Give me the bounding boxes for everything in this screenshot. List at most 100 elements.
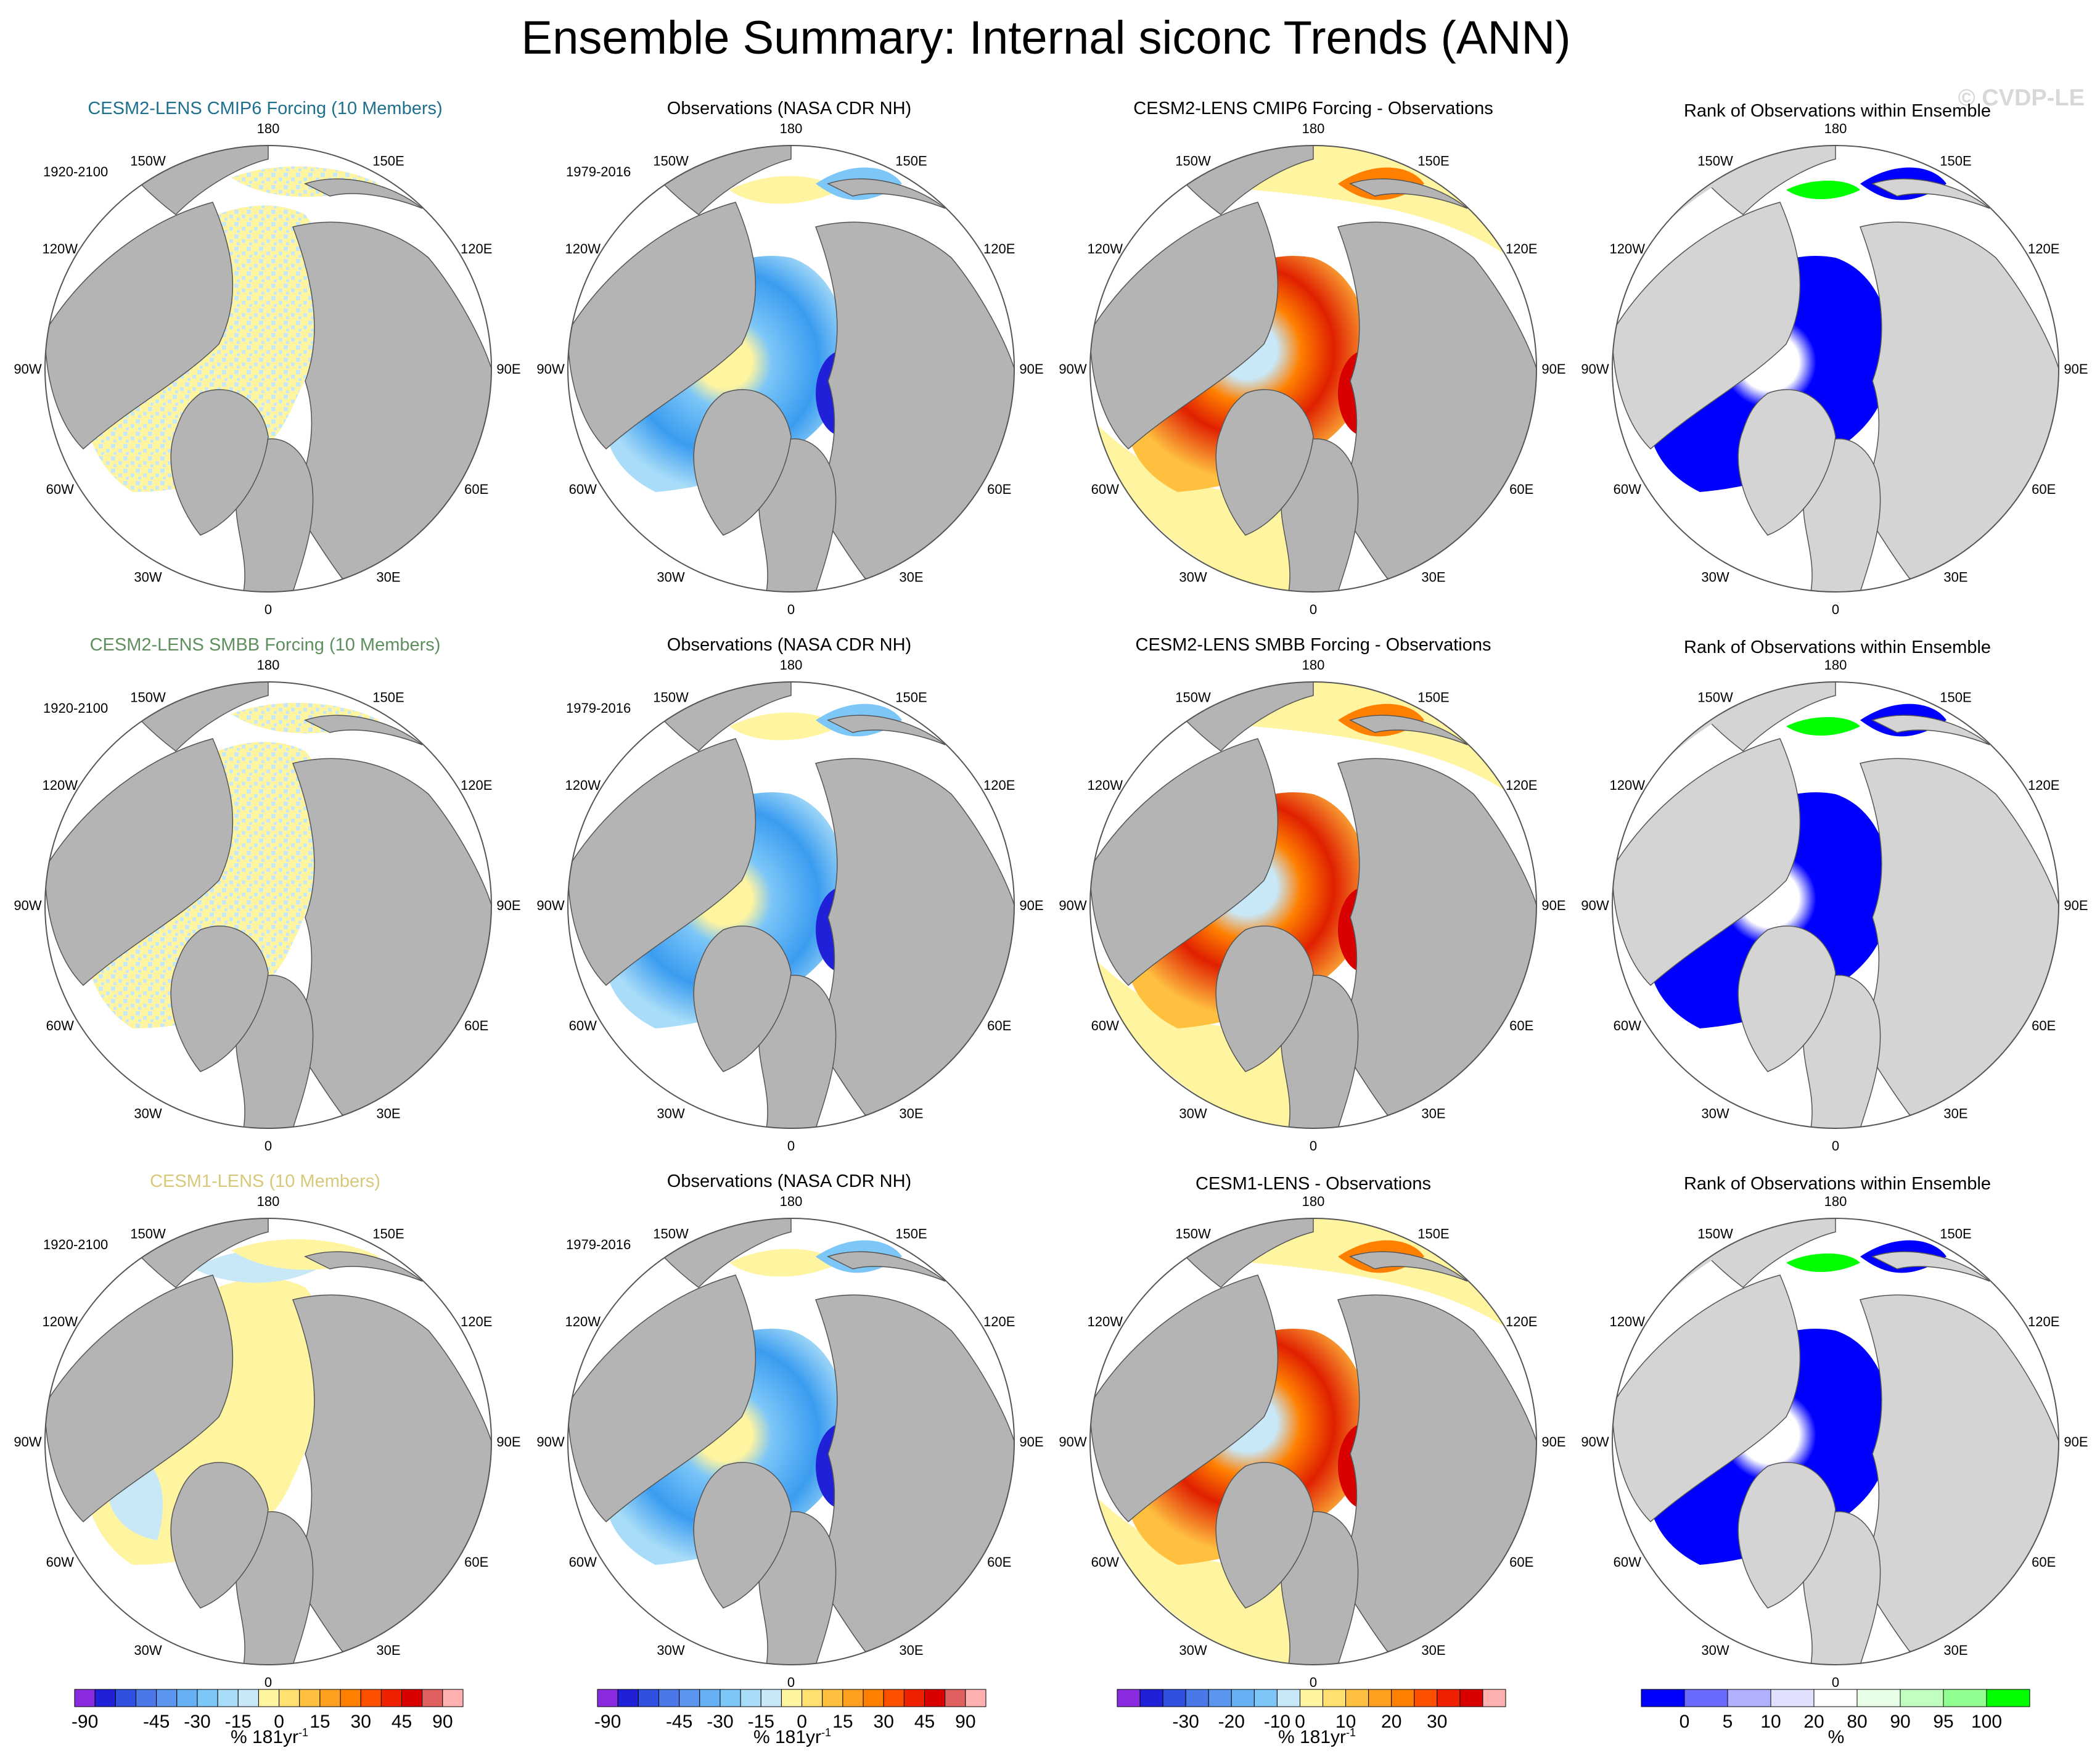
colorbar-tick-label: 20 — [1381, 1712, 1401, 1732]
longitude-label: 120W — [565, 241, 601, 256]
map-boundary — [44, 681, 492, 1129]
colorbar-box — [176, 1689, 198, 1707]
longitude-label: 90W — [536, 1434, 564, 1450]
longitude-label: 180 — [1302, 121, 1325, 136]
land-mass — [1612, 202, 1801, 450]
colorbar-box — [1900, 1689, 1944, 1707]
colorbar-tick-label: 30 — [874, 1712, 894, 1732]
panel-title-rank-row2: Rank of Observations within Ensemble — [1683, 638, 1992, 657]
colorbar-box — [740, 1689, 761, 1707]
longitude-label: 120W — [43, 777, 78, 793]
longitude-label: 150E — [1417, 1226, 1449, 1241]
land-mass — [568, 738, 757, 987]
map-panel-obs-row1: 180 150W 150E 120W 120E 90W 90E 60W 60E 30W 30E 0 — [536, 121, 1043, 617]
colorbar-box — [679, 1689, 700, 1707]
land-mass — [1737, 389, 1836, 536]
longitude-label: 0 — [787, 602, 795, 617]
land-mass — [1215, 389, 1314, 536]
longitude-label: 120W — [43, 1314, 78, 1329]
colorbar-box — [135, 1689, 157, 1707]
longitude-label: 150W — [653, 689, 689, 705]
longitude-label: 120W — [43, 241, 78, 256]
longitude-label: 30W — [1179, 1643, 1207, 1658]
longitude-label: 150E — [372, 689, 404, 705]
longitude-label: 90W — [14, 898, 41, 913]
colorbar-tick-label: 80 — [1847, 1712, 1867, 1732]
colorbar-box — [658, 1689, 680, 1707]
colorbar-tick-label: 10 — [1335, 1712, 1356, 1732]
longitude-label: 60W — [569, 482, 597, 497]
colorbar-tick-label: -10 — [1264, 1712, 1290, 1732]
longitude-label: 180 — [1302, 1194, 1325, 1209]
longitude-label: 150W — [1697, 153, 1733, 168]
colorbar-box — [74, 1689, 96, 1707]
longitude-label: 60E — [1509, 1554, 1533, 1570]
colorbar-box — [237, 1689, 259, 1707]
map-boundary — [567, 145, 1015, 593]
longitude-label: 60E — [2032, 482, 2056, 497]
longitude-label: 30E — [376, 1106, 400, 1122]
map-content — [1612, 146, 2059, 592]
land-mass — [1871, 1251, 1990, 1282]
longitude-label: 90W — [1059, 898, 1086, 913]
colorbar-tick-label: 0 — [797, 1712, 807, 1732]
panel-title-diff-row1: CESM2-LENS CMIP6 Forcing - Observations — [1133, 99, 1493, 118]
colorbar-box — [401, 1689, 423, 1707]
colorbar-tick-label: 95 — [1933, 1712, 1953, 1732]
colorbar-box — [965, 1689, 987, 1707]
map-boundary — [567, 1218, 1015, 1665]
land-mass — [1090, 1274, 1279, 1523]
map-panel-ens-row3: 180 150W 150E 120W 120E 90W 90E 60W 60E 30W 30E 0 — [14, 1194, 520, 1690]
rank-bering-high — [1786, 717, 1860, 736]
colorbar-tick-label: 45 — [392, 1712, 412, 1732]
longitude-label: 150E — [1940, 689, 1971, 705]
colorbar-tick-label: -90 — [594, 1712, 621, 1732]
longitude-label: 0 — [1310, 1138, 1317, 1154]
panel-title-obs-row2: Observations (NASA CDR NH) — [667, 635, 912, 655]
colorbar-label-text-4: % — [1827, 1727, 1845, 1747]
longitude-label: 150W — [1175, 689, 1211, 705]
land-mass — [827, 715, 946, 745]
longitude-label: 150W — [130, 1226, 166, 1241]
longitude-label: 120E — [2028, 241, 2059, 256]
panel-title-diff-row3: CESM1-LENS - Observations — [1196, 1174, 1431, 1194]
longitude-label: 150E — [895, 153, 927, 168]
longitude-label: 0 — [1832, 1675, 1839, 1690]
longitude-label: 60E — [1509, 1018, 1533, 1033]
longitude-label: 30E — [899, 1643, 923, 1658]
longitude-label: 150E — [1417, 153, 1449, 168]
longitude-label: 150W — [1697, 1226, 1733, 1241]
colorbar-box — [781, 1689, 803, 1707]
longitude-label: 30W — [1701, 1106, 1729, 1122]
longitude-label: 120W — [565, 777, 601, 793]
colorbar-box — [442, 1689, 464, 1707]
colorbar-label-text-1: % 181yr — [230, 1727, 299, 1747]
colorbar-box — [1391, 1689, 1415, 1707]
colorbar-label-2: % 181yr-1 — [576, 1726, 1008, 1748]
longitude-label: 0 — [787, 1138, 795, 1154]
land-mass — [170, 389, 269, 536]
longitude-label: 90E — [2064, 361, 2088, 377]
colorbar-label-sup-1: -1 — [298, 1726, 309, 1739]
longitude-label: 90E — [1019, 898, 1043, 913]
colorbar-tick-label: 45 — [914, 1712, 935, 1732]
longitude-label: 30E — [1943, 570, 1967, 585]
land-mass — [304, 715, 423, 745]
period-label-ensemble-row2: 1920-2100 — [43, 700, 109, 716]
longitude-label: 150E — [1940, 1226, 1971, 1241]
colorbar-label-text-2: % 181yr — [753, 1727, 822, 1747]
map-content — [1612, 682, 2059, 1128]
colorbar-box — [360, 1689, 382, 1707]
map-panel-diff-row2: 180 150W 150E 120W 120E 90W 90E 60W 60E 30W 30E 0 — [1059, 657, 1565, 1154]
longitude-label: 90W — [14, 361, 41, 377]
colorbar-box — [1276, 1689, 1300, 1707]
map-content — [1090, 146, 1536, 592]
longitude-label: 90W — [1059, 361, 1086, 377]
longitude-label: 120E — [461, 777, 492, 793]
colorbar-tick-label: -45 — [143, 1712, 170, 1732]
map-panel-diff-row1: 180 150W 150E 120W 120E 90W 90E 60W 60E 30W 30E 0 — [1059, 121, 1565, 617]
longitude-label: 60W — [1091, 1554, 1119, 1570]
land-mass — [1215, 1462, 1314, 1609]
bering-sea-increase — [729, 176, 840, 204]
